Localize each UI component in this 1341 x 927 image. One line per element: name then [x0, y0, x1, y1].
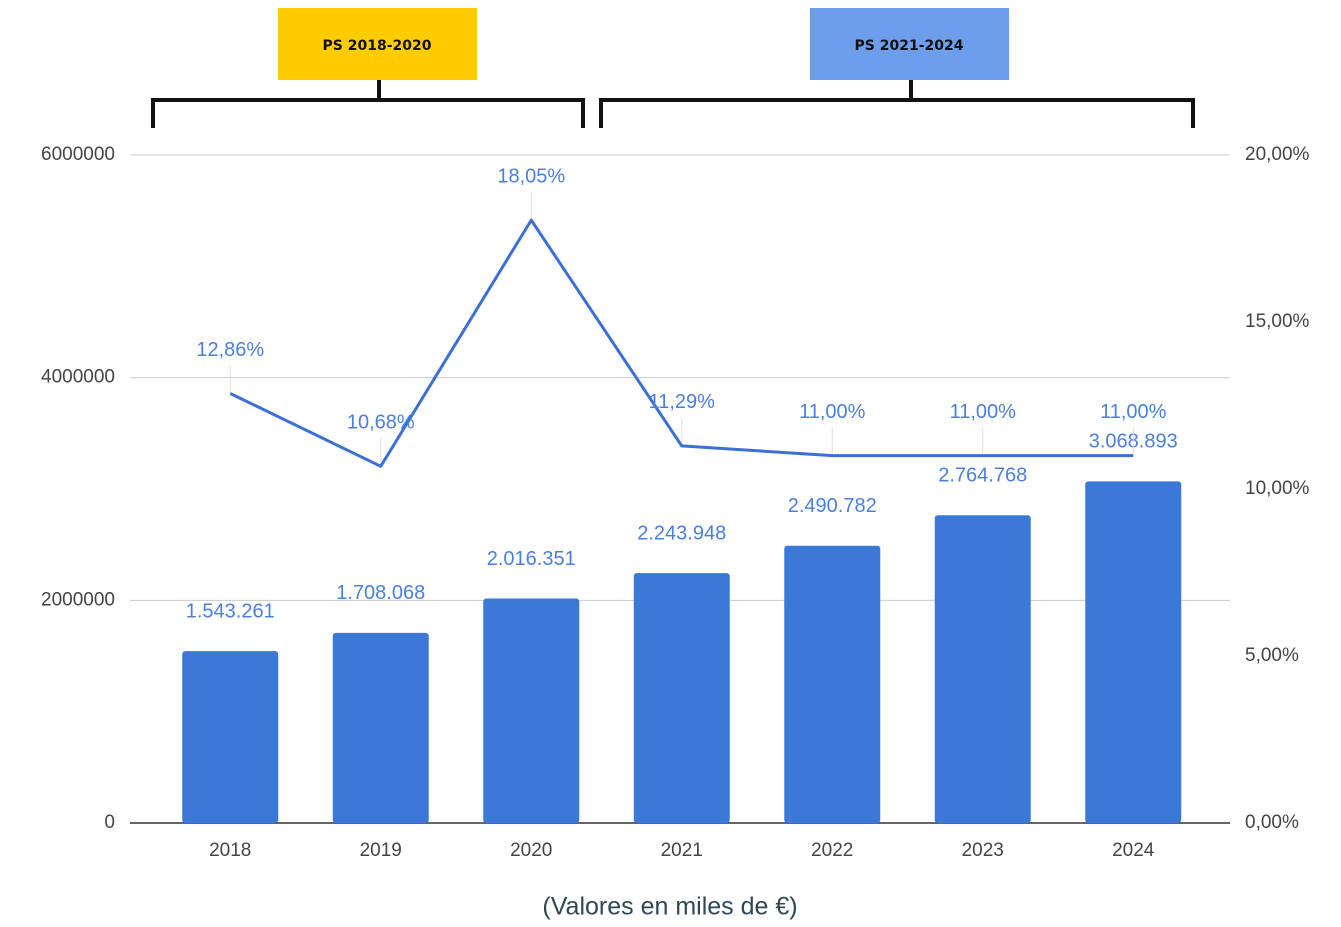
bracket — [151, 78, 585, 128]
bar — [784, 545, 881, 823]
x-tick-label: 2023 — [962, 840, 1004, 861]
x-tick-label: 2022 — [811, 840, 853, 861]
y-tick-label: 2000000 — [41, 589, 115, 610]
bar — [182, 651, 279, 823]
y2-tick-label: 5,00% — [1245, 645, 1299, 666]
x-tick-label: 2019 — [360, 840, 402, 861]
bar-value-label: 2.016.351 — [487, 548, 576, 570]
x-tick-label: 2021 — [661, 840, 703, 861]
line-value-label: 10,68% — [347, 412, 415, 434]
bar — [633, 573, 730, 823]
x-tick-label: 2020 — [510, 840, 552, 861]
y-tick-label: 0 — [104, 812, 115, 833]
y2-tick-label: 10,00% — [1245, 478, 1310, 499]
annotation-box — [810, 8, 1009, 80]
bar — [1085, 481, 1182, 823]
line-value-label: 11,29% — [649, 391, 716, 413]
line-value-label: 12,86% — [196, 339, 264, 361]
y-tick-label: 6000000 — [41, 144, 115, 165]
line-value-label: 11,00% — [1100, 401, 1167, 423]
bracket — [599, 78, 1195, 128]
bar-value-label: 1.708.068 — [336, 582, 425, 604]
y2-tick-label: 20,00% — [1245, 144, 1310, 165]
bar — [934, 515, 1031, 823]
bar-value-label: 2.243.948 — [637, 522, 726, 544]
annotation-box — [278, 8, 477, 80]
caption: (Valores en miles de €) — [542, 893, 797, 921]
line — [229, 218, 1134, 468]
annotation-text: PS 2018-2020 — [323, 38, 432, 54]
bar — [332, 632, 429, 823]
bar-value-label: 1.543.261 — [186, 600, 275, 622]
x-tick-label: 2018 — [209, 840, 251, 861]
line-value-label: 18,05% — [497, 165, 565, 187]
bar — [483, 598, 580, 823]
annotation-text: PS 2021-2024 — [855, 38, 964, 54]
bar-value-label: 2.764.768 — [938, 464, 1027, 486]
bar-value-label: 2.490.782 — [788, 495, 877, 517]
y2-tick-label: 0,00% — [1245, 812, 1299, 833]
y2-tick-label: 15,00% — [1245, 311, 1310, 332]
line-value-label: 11,00% — [799, 401, 866, 423]
line-value-label: 11,00% — [950, 401, 1017, 423]
y-tick-label: 4000000 — [41, 367, 115, 388]
x-tick-label: 2024 — [1112, 840, 1155, 861]
